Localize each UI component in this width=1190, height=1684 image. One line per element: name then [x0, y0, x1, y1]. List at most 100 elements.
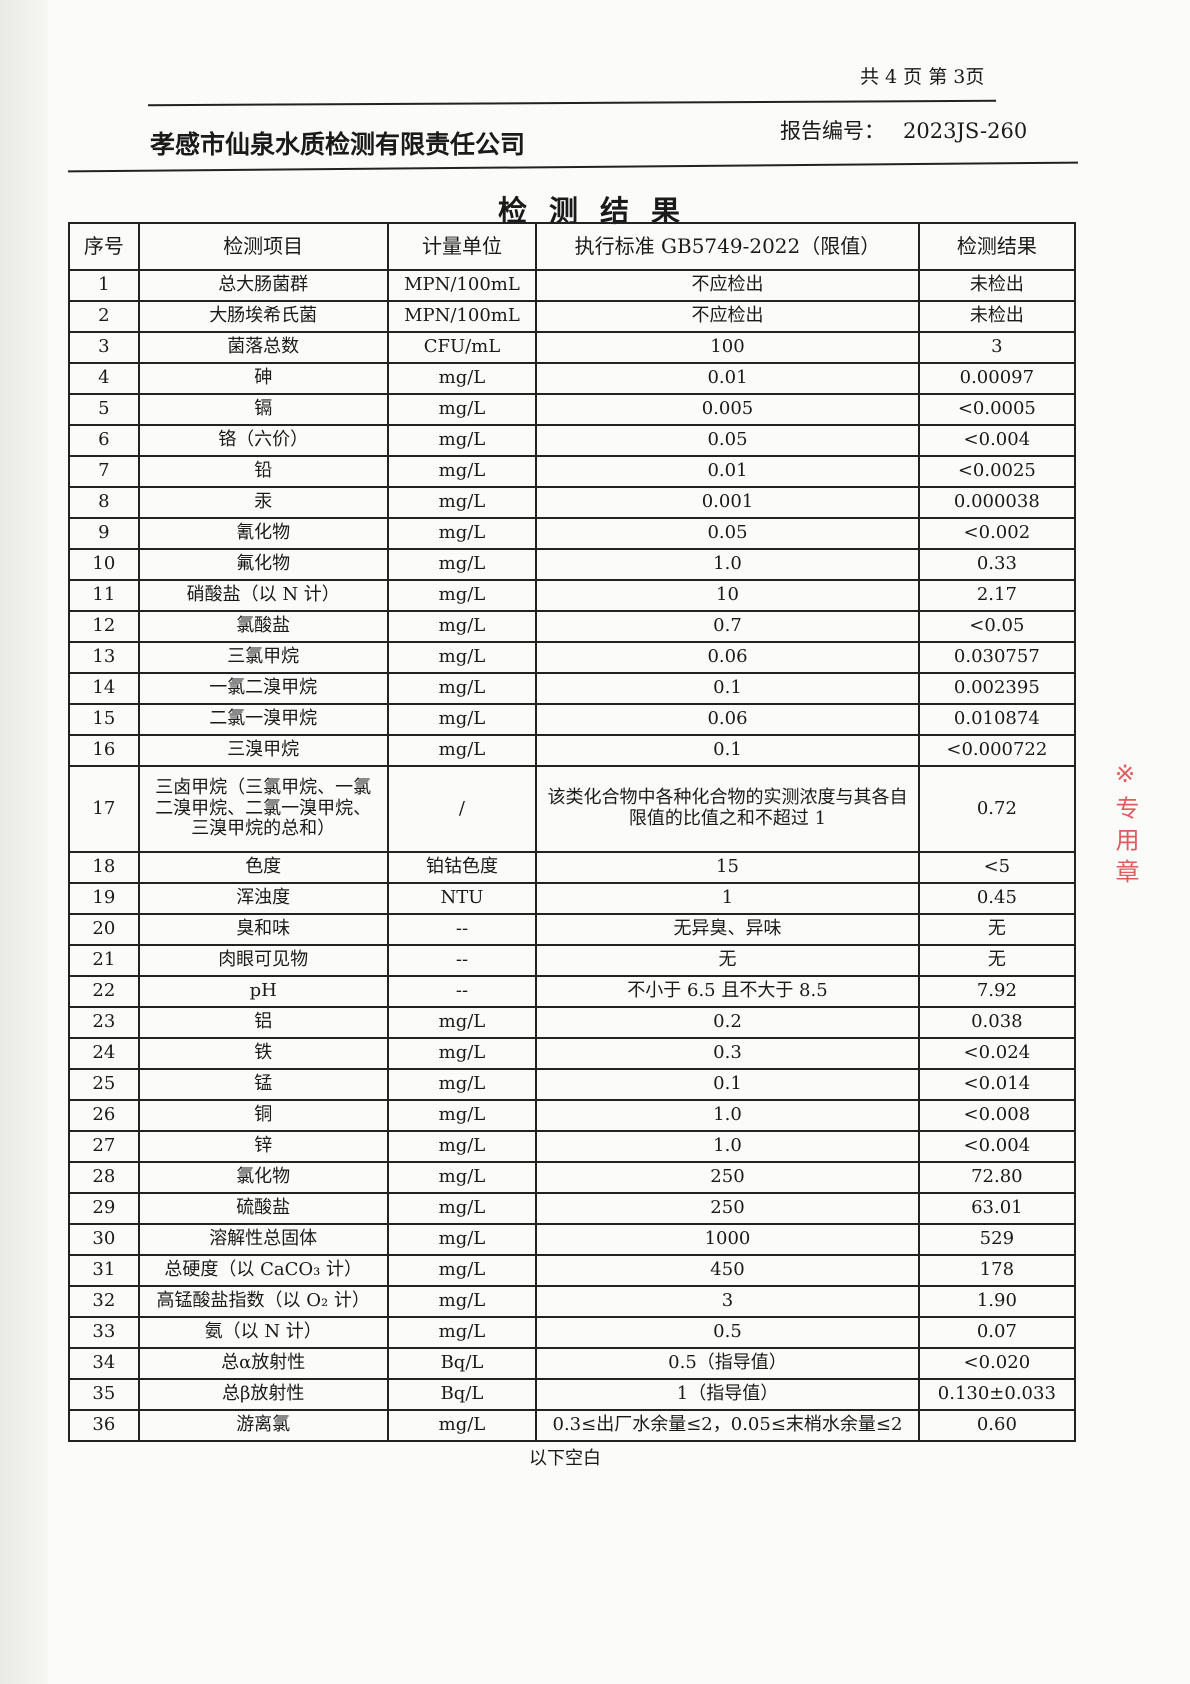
table-cell: 7.92	[917, 975, 1077, 1008]
table-cell: 3	[68, 331, 140, 364]
table-cell: <0.020	[917, 1347, 1077, 1380]
table-cell: <0.05	[917, 610, 1077, 643]
table-row: 11 硝酸盐（以 N 计） mg/L 10 2.17	[68, 579, 1077, 612]
table-cell: 高锰酸盐指数（以 O₂ 计）	[137, 1285, 389, 1318]
table-cell: 2	[68, 300, 140, 333]
table-cell: 0.5	[535, 1316, 920, 1349]
table-cell: pH	[137, 975, 389, 1008]
table-cell: mg/L	[386, 610, 538, 643]
column-header: 序号	[68, 222, 140, 271]
table-row: 20 臭和味 -- 无异臭、异味无	[68, 913, 1077, 946]
table-cell: 游离氯	[137, 1409, 389, 1442]
table-cell: 10	[535, 579, 920, 612]
table-row: 25 锰 mg/L 0.1 <0.014	[68, 1068, 1077, 1101]
table-row: 9 氰化物 mg/L 0.05 <0.002	[68, 517, 1077, 550]
table-cell: 铜	[137, 1099, 389, 1132]
column-header: 计量单位	[386, 222, 538, 271]
table-cell: 0.72	[917, 765, 1077, 853]
table-cell: 0.01	[535, 455, 920, 488]
scan-edge	[0, 0, 48, 1684]
table-cell: 14	[68, 672, 140, 705]
table-cell: 不应检出	[535, 300, 920, 333]
table-row: 34 总α放射性 Bq/L 0.5（指导值） <0.020	[68, 1347, 1077, 1380]
table-row: 16 三溴甲烷 mg/L 0.1 <0.000722	[68, 734, 1077, 767]
table-cell: 0.130±0.033	[917, 1378, 1077, 1411]
table-cell: mg/L	[386, 362, 538, 395]
table-cell: 1.90	[917, 1285, 1077, 1318]
table-cell: 36	[68, 1409, 140, 1442]
table-cell: mg/L	[386, 1409, 538, 1442]
table-cell: 5	[68, 393, 140, 426]
table-cell: 0.3≤出厂水余量≤2，0.05≤末梢水余量≤2	[535, 1409, 920, 1442]
table-cell: 1000	[535, 1223, 920, 1256]
table-cell: 色度	[137, 851, 389, 884]
table-cell: 26	[68, 1099, 140, 1132]
table-cell: 0.05	[535, 517, 920, 550]
table-row: 31 总硬度（以 CaCO₃ 计） mg/L 450 178	[68, 1254, 1077, 1287]
table-cell: <0.014	[917, 1068, 1077, 1101]
table-row: 22 pH -- 不小于 6.5 且不大于 8.5 7.92	[68, 975, 1077, 1008]
report-number: 报告编号： 2023JS-260	[780, 115, 1027, 145]
table-cell: 1（指导值）	[535, 1378, 920, 1411]
table-cell: mg/L	[386, 1254, 538, 1287]
table-cell: 硝酸盐（以 N 计）	[137, 579, 389, 612]
column-header: 检测项目	[137, 222, 389, 271]
table-cell: 未检出	[917, 269, 1077, 302]
table-row: 26 铜 mg/L 1.0 <0.008	[68, 1099, 1077, 1132]
table-row: 23 铝 mg/L 0.2 0.038	[68, 1006, 1077, 1039]
table-cell: 1	[535, 882, 920, 915]
table-cell: 三溴甲烷	[137, 734, 389, 767]
table-cell: <0.0025	[917, 455, 1077, 488]
table-cell: /	[386, 765, 538, 853]
table-cell: 镉	[137, 393, 389, 426]
table-cell: 35	[68, 1378, 140, 1411]
table-cell: 18	[68, 851, 140, 884]
table-cell: 臭和味	[137, 913, 389, 946]
table-cell: 菌落总数	[137, 331, 389, 364]
table-cell: 0.45	[917, 882, 1077, 915]
table-cell: 总硬度（以 CaCO₃ 计）	[137, 1254, 389, 1287]
table-cell: mg/L	[386, 672, 538, 705]
table-cell: mg/L	[386, 1037, 538, 1070]
table-cell: <0.008	[917, 1099, 1077, 1132]
table-cell: 0.000038	[917, 486, 1077, 519]
table-cell: 0.00097	[917, 362, 1077, 395]
table-cell: 11	[68, 579, 140, 612]
table-cell: 12	[68, 610, 140, 643]
table-row: 7 铅 mg/L 0.01 <0.0025	[68, 455, 1077, 488]
table-cell: 29	[68, 1192, 140, 1225]
table-cell: mg/L	[386, 393, 538, 426]
table-cell: 19	[68, 882, 140, 915]
table-cell: 铂钴色度	[386, 851, 538, 884]
results-table: 序号 检测项目 计量单位 执行标准 GB5749-2022（限值） 检测结果 1 总大肠菌…	[68, 222, 1077, 1442]
table-cell: 0.1	[535, 672, 920, 705]
table-cell: 0.1	[535, 1068, 920, 1101]
table-cell: mg/L	[386, 1285, 538, 1318]
table-row: 4 砷 mg/L 0.01 0.00097	[68, 362, 1077, 395]
table-cell: 氨（以 N 计）	[137, 1316, 389, 1349]
table-cell: 0.7	[535, 610, 920, 643]
table-cell: 0.010874	[917, 703, 1077, 736]
table-cell: 1.0	[535, 1099, 920, 1132]
table-cell: --	[386, 944, 538, 977]
table-cell: 24	[68, 1037, 140, 1070]
table-cell: 氟化物	[137, 548, 389, 581]
table-header: 序号 检测项目 计量单位 执行标准 GB5749-2022（限值） 检测结果	[68, 222, 1077, 271]
table-cell: mg/L	[386, 1223, 538, 1256]
table-cell: 63.01	[917, 1192, 1077, 1225]
table-row: 21 肉眼可见物 -- 无无	[68, 944, 1077, 977]
table-cell: 32	[68, 1285, 140, 1318]
table-cell: 15	[68, 703, 140, 736]
table-cell: 0.2	[535, 1006, 920, 1039]
table-cell: 氯酸盐	[137, 610, 389, 643]
table-row: 5 镉 mg/L 0.005 <0.0005	[68, 393, 1077, 426]
table-cell: mg/L	[386, 1130, 538, 1163]
table-cell: Bq/L	[386, 1347, 538, 1380]
report-number-label: 报告编号：	[780, 119, 885, 143]
table-cell: <0.0005	[917, 393, 1077, 426]
table-cell: 无异臭、异味	[535, 913, 920, 946]
report-number-value: 2023JS-260	[903, 119, 1028, 143]
table-cell: 250	[535, 1161, 920, 1194]
column-header: 检测结果	[917, 222, 1077, 271]
table-cell: 砷	[137, 362, 389, 395]
